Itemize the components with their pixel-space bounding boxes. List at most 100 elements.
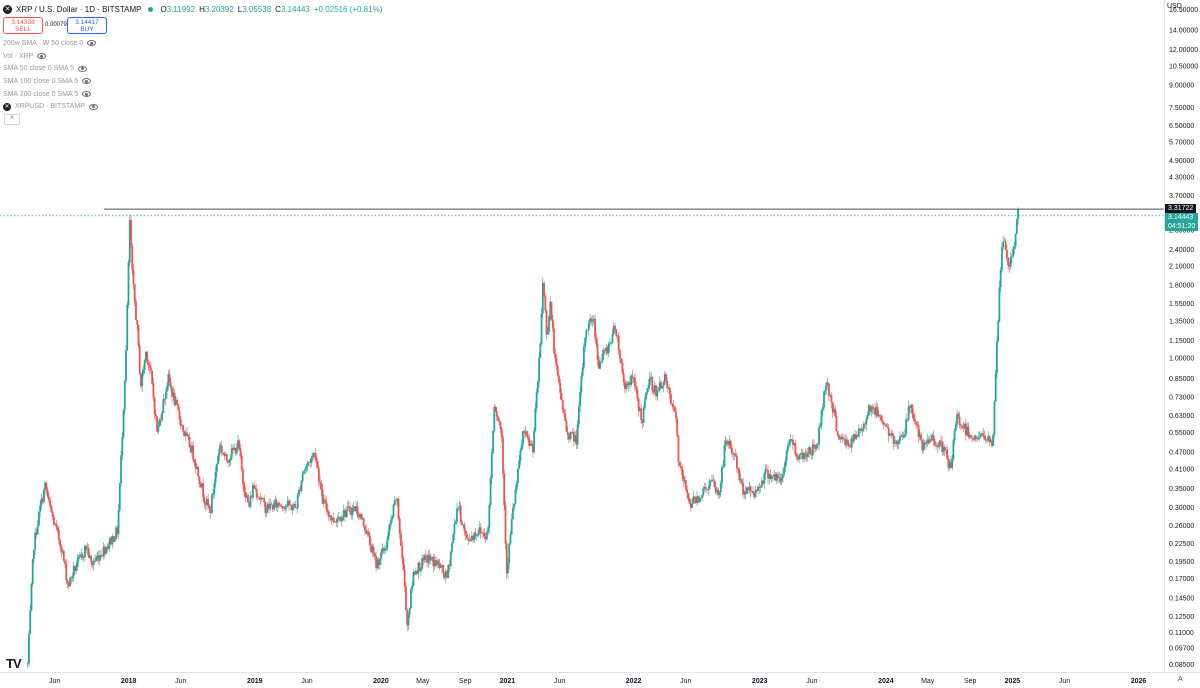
change-value: +0.02516 (+0.81%) bbox=[313, 4, 383, 14]
candle-body bbox=[268, 503, 270, 509]
indicator-label: Vol · XRP bbox=[3, 52, 34, 60]
price-tick-label: 0.47000 bbox=[1169, 449, 1194, 456]
eye-icon[interactable] bbox=[82, 91, 92, 98]
eye-icon[interactable] bbox=[78, 65, 88, 72]
indicator-row[interactable]: ✕ XRPUSD · BITSTAMP bbox=[3, 100, 98, 113]
candle-body bbox=[964, 423, 967, 436]
candle-body bbox=[271, 504, 274, 510]
candle-body bbox=[803, 452, 805, 459]
candle-body bbox=[772, 476, 774, 477]
buy-button[interactable]: 3.14417 BUY bbox=[67, 16, 107, 34]
candle-body bbox=[167, 374, 170, 387]
candle-body bbox=[396, 498, 399, 501]
candle-body bbox=[777, 473, 779, 478]
candle-body bbox=[115, 527, 117, 539]
candle-body bbox=[490, 453, 493, 479]
candle-body bbox=[913, 418, 916, 422]
candle-body bbox=[874, 408, 876, 415]
candle-body bbox=[508, 543, 511, 564]
candle-body bbox=[834, 408, 837, 417]
candle-body bbox=[838, 435, 840, 440]
candle-body bbox=[790, 439, 793, 440]
candle-body bbox=[811, 444, 814, 456]
candle-body bbox=[530, 443, 533, 446]
candle-body bbox=[736, 456, 738, 469]
candle-body bbox=[808, 447, 810, 453]
indicator-row[interactable]: SMA 50 close 0 SMA 5 bbox=[3, 62, 98, 75]
candle-body bbox=[714, 486, 717, 493]
price-axis[interactable]: 16.50000 14.00000 12.00000 10.50000 9.00000 7… bbox=[1169, 7, 1198, 669]
candle-body bbox=[584, 337, 587, 347]
candle-body bbox=[469, 540, 472, 542]
candle-body bbox=[151, 370, 154, 384]
candle-body bbox=[477, 533, 480, 536]
time-axis[interactable]: Jun 2018 Jun 2019 Jun 2020 May Sep 2021 Jun 2022 Ju… bbox=[49, 678, 1146, 685]
tradingview-logo-icon[interactable]: TV bbox=[6, 656, 22, 671]
candle-body bbox=[213, 483, 216, 493]
candle-body bbox=[327, 511, 330, 517]
candle-body bbox=[28, 634, 30, 664]
eye-icon[interactable] bbox=[37, 53, 47, 60]
candle-body bbox=[871, 406, 874, 410]
candle-body bbox=[762, 480, 764, 484]
candle-body bbox=[877, 415, 880, 417]
candle-body bbox=[289, 504, 292, 506]
candle-body bbox=[116, 527, 119, 535]
candle-body bbox=[554, 352, 557, 359]
candle-body bbox=[250, 496, 253, 498]
indicator-row[interactable]: SMA 100 close 0 SMA 5 bbox=[3, 75, 98, 88]
eye-icon[interactable] bbox=[82, 78, 92, 85]
price-tick-label: 0.08500 bbox=[1169, 662, 1194, 669]
candle-body bbox=[225, 453, 228, 461]
candle-body bbox=[750, 491, 753, 492]
candle-body bbox=[712, 479, 715, 481]
sell-label: SELL bbox=[15, 26, 31, 33]
auto-scale-button[interactable]: A bbox=[1178, 676, 1183, 683]
candle-body bbox=[550, 302, 553, 320]
sell-button[interactable]: 3.14338 SELL bbox=[3, 16, 43, 34]
candle-body bbox=[485, 532, 488, 540]
candle-body bbox=[718, 492, 721, 495]
candle-body bbox=[540, 313, 543, 344]
last-price-value: 3.14443 bbox=[1168, 214, 1194, 222]
candle-body bbox=[234, 447, 237, 454]
candle-body bbox=[240, 455, 243, 470]
candle-body bbox=[299, 490, 302, 491]
candle-body bbox=[971, 437, 973, 439]
candle-body bbox=[126, 304, 129, 351]
candle-body bbox=[528, 438, 531, 446]
candle-body bbox=[976, 438, 978, 440]
eye-icon[interactable] bbox=[87, 40, 97, 47]
candle-body bbox=[652, 390, 655, 393]
candle-body bbox=[245, 495, 248, 498]
candle-body bbox=[810, 454, 813, 456]
indicator-row[interactable]: SMA 200 close 0 SMA 5 bbox=[3, 88, 98, 101]
candle-body bbox=[601, 353, 604, 362]
candle-body bbox=[989, 440, 992, 442]
candle-body bbox=[316, 460, 319, 469]
candle-body bbox=[314, 452, 317, 458]
indicator-row[interactable]: 200w SMA · W 50 close 0 bbox=[3, 37, 98, 50]
candle-body bbox=[992, 434, 995, 446]
candle-body bbox=[707, 488, 710, 490]
currency-selector[interactable]: USD bbox=[1167, 3, 1182, 10]
candle-body bbox=[796, 457, 799, 460]
collapse-legend-button[interactable]: ^ bbox=[4, 114, 20, 125]
candle-body bbox=[365, 530, 368, 534]
candle-body bbox=[468, 539, 471, 542]
symbol-title[interactable]: XRP / U.S. Dollar · 1D · BITSTAMP bbox=[16, 4, 142, 14]
eye-icon[interactable] bbox=[88, 103, 98, 110]
candle-body bbox=[553, 328, 555, 353]
candle-body bbox=[41, 498, 44, 503]
candle-body bbox=[612, 325, 615, 335]
candle-body bbox=[98, 554, 101, 561]
candle-body bbox=[472, 535, 475, 541]
indicator-row[interactable]: Vol · XRP bbox=[3, 50, 98, 63]
candle-body bbox=[386, 538, 389, 549]
candle-body bbox=[334, 521, 336, 523]
price-tick-label: 1.35000 bbox=[1169, 318, 1194, 325]
candle-body bbox=[928, 441, 931, 443]
candle-body bbox=[164, 391, 167, 400]
candle-body bbox=[90, 555, 93, 562]
